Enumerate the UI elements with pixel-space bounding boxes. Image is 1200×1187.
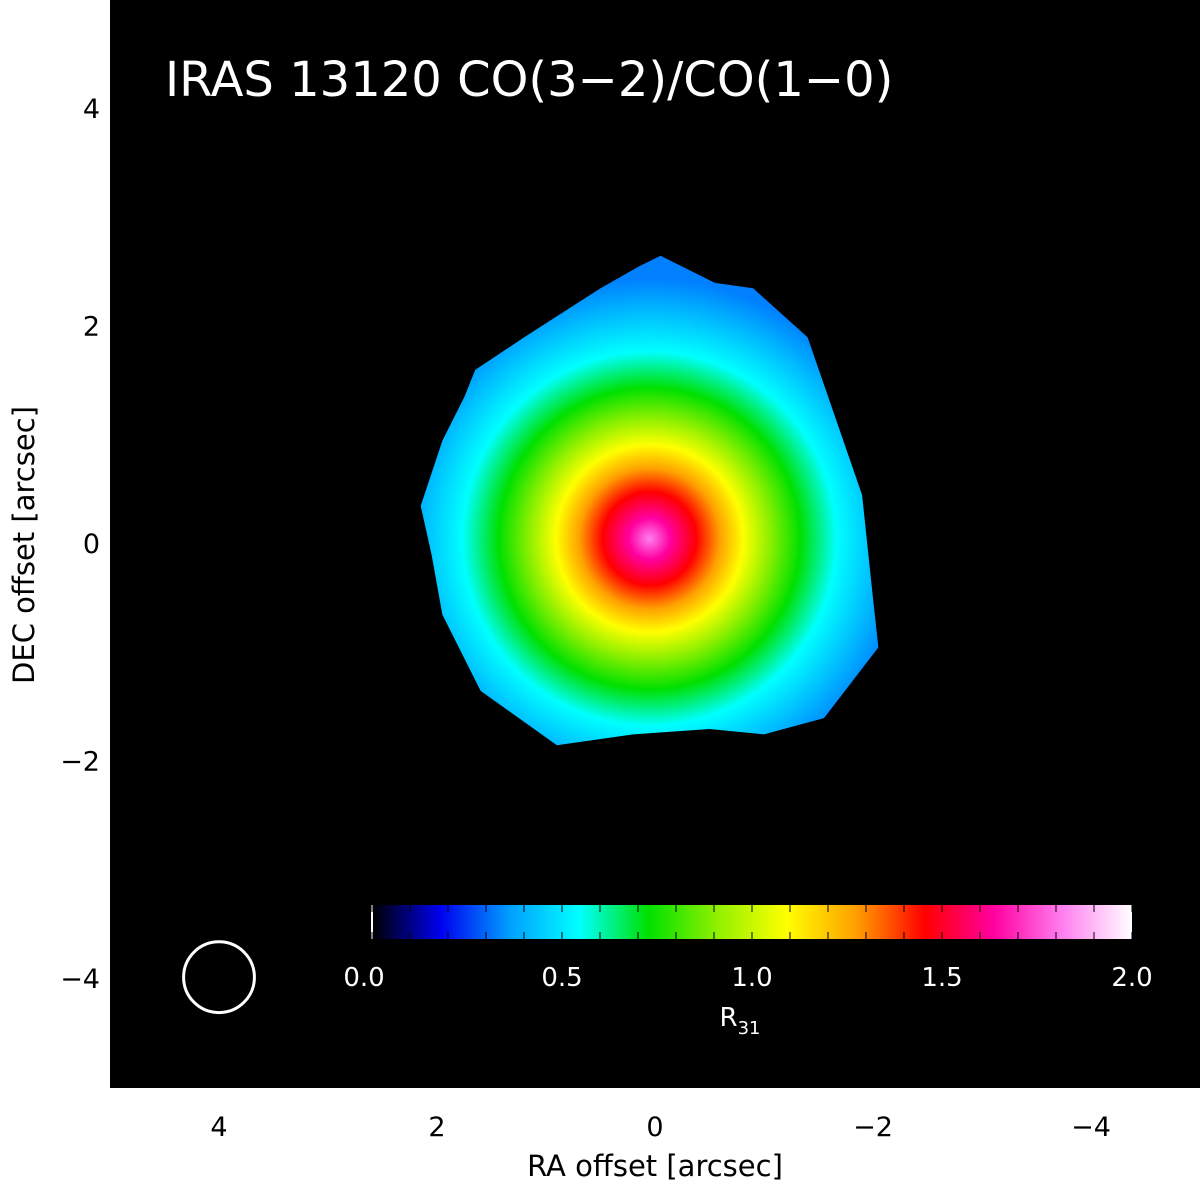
x-axis-ticks: 4 2 0 −2 −4 — [210, 1112, 1111, 1143]
colorbar: 0.0 0.5 1.0 1.5 2.0 R31 — [343, 905, 1153, 1039]
colorbar-tick-label: 0.0 — [343, 963, 384, 993]
x-axis-label: RA offset [arcsec] — [527, 1149, 783, 1183]
colorbar-tick-label: 2.0 — [1111, 963, 1152, 993]
x-tick-label: 2 — [428, 1112, 445, 1143]
x-tick-label: 4 — [210, 1112, 227, 1143]
y-tick-label: 0 — [83, 529, 100, 560]
y-axis-label: DEC offset [arcsec] — [7, 406, 41, 684]
colorbar-tick-label: 1.0 — [731, 963, 772, 993]
chart-title: IRAS 13120 CO(3−2)/CO(1−0) — [165, 52, 893, 108]
colorbar-label: R31 — [720, 1003, 761, 1039]
y-axis-ticks: 4 2 0 −2 −4 — [60, 94, 100, 995]
x-tick-label: −2 — [853, 1112, 893, 1143]
colorbar-tick-label: 1.5 — [921, 963, 962, 993]
x-tick-label: −4 — [1071, 1112, 1111, 1143]
colorbar-label-main: R — [720, 1003, 738, 1033]
colorbar-label-subscript: 31 — [738, 1018, 761, 1039]
beam-ellipse — [182, 940, 256, 1015]
y-tick-label: −4 — [60, 964, 100, 995]
x-tick-label: 0 — [646, 1112, 663, 1143]
y-tick-label: −2 — [60, 747, 100, 778]
colorbar-tick-label: 0.5 — [541, 963, 582, 993]
y-tick-label: 4 — [83, 94, 100, 125]
colorbar-ticks: 0.0 0.5 1.0 1.5 2.0 — [343, 905, 1153, 993]
y-tick-label: 2 — [83, 311, 100, 342]
